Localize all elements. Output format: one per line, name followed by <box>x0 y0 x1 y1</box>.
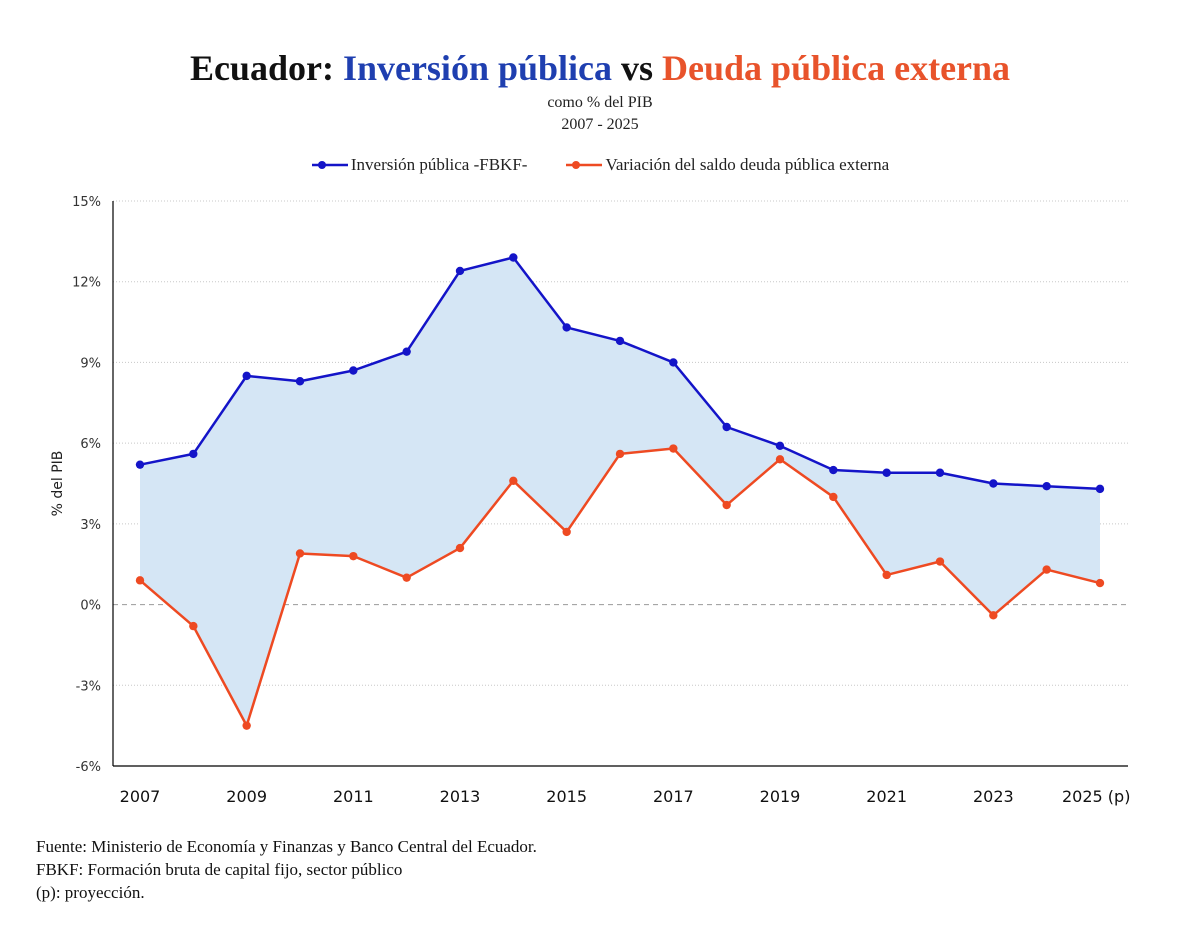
label-layer: 15% 12% 9% 6% 3% 0% -3% -6% 2007 2009 2011 2013 2015… <box>50 195 1130 806</box>
data-point-debt <box>242 721 251 730</box>
data-point-debt <box>402 573 411 582</box>
x-tick-label: 2009 <box>226 787 267 806</box>
legend-swatch-debt <box>566 161 603 169</box>
data-point-investment <box>509 253 518 262</box>
data-point-debt <box>455 543 465 553</box>
data-point-investment <box>722 422 731 432</box>
data-point-debt <box>1095 578 1105 588</box>
fill-layer <box>140 257 1100 726</box>
y-tick-label: 12% <box>72 276 101 291</box>
fill-between-area <box>140 257 1100 726</box>
data-point-debt <box>189 621 198 631</box>
y-tick-label: 15% <box>72 195 101 210</box>
data-point-investment <box>775 441 785 451</box>
data-point-debt <box>562 527 571 537</box>
title-part-investment: Inversión pública <box>342 48 613 88</box>
data-point-debt <box>989 611 998 620</box>
footer-projection-note: (p): proyección. <box>36 883 145 902</box>
data-point-investment <box>829 465 838 475</box>
data-point-investment <box>242 371 251 381</box>
data-point-investment <box>935 468 945 477</box>
y-tick-label: 0% <box>80 599 101 614</box>
data-point-investment <box>135 460 145 469</box>
data-point-debt <box>349 551 358 561</box>
axis-layer <box>112 201 1128 767</box>
y-axis-label: % del PIB <box>50 451 66 517</box>
legend-swatch-investment <box>311 161 348 169</box>
chart-subtitle: como % del PIB <box>547 94 653 111</box>
y-tick-label: -3% <box>76 679 101 694</box>
x-tick-label: 2019 <box>760 787 801 806</box>
chart-legend: Inversión pública -FBKF- Variación del s… <box>0 155 1200 175</box>
y-tick-label: -6% <box>76 760 101 775</box>
chart-period: 2007 - 2025 <box>561 116 639 133</box>
data-point-debt <box>295 549 305 558</box>
footer-source: Fuente: Ministerio de Economía y Finanza… <box>36 837 537 856</box>
data-point-investment <box>295 377 305 386</box>
data-point-debt <box>775 455 785 464</box>
data-point-investment <box>402 347 411 356</box>
data-point-investment <box>455 266 465 276</box>
x-tick-label: 2013 <box>440 787 481 806</box>
x-tick-label: 2021 <box>866 787 907 806</box>
y-tick-label: 6% <box>80 437 101 452</box>
x-tick-label: 2007 <box>120 787 161 806</box>
data-point-investment <box>1042 481 1051 491</box>
data-point-debt <box>829 492 838 502</box>
y-tick-label: 9% <box>80 356 101 371</box>
title-part-country: Ecuador: <box>189 48 343 88</box>
legend-item-investment: Inversión pública -FBKF- <box>311 155 528 175</box>
x-tick-label: 2015 <box>546 787 587 806</box>
data-point-investment <box>1095 484 1105 494</box>
series-layer <box>135 253 1105 730</box>
data-point-investment <box>882 468 891 477</box>
data-point-debt <box>722 500 731 510</box>
x-tick-label: 2017 <box>653 787 694 806</box>
chart-footer: Fuente: Ministerio de Economía y Finanza… <box>36 835 537 904</box>
data-point-investment <box>669 358 678 367</box>
data-point-investment <box>189 449 198 459</box>
x-tick-label: 2025 (p) <box>1062 787 1130 806</box>
data-point-investment <box>349 366 358 375</box>
data-point-debt <box>135 576 145 585</box>
data-point-debt <box>669 444 678 453</box>
title-part-vs: vs <box>612 48 663 88</box>
data-point-debt <box>882 570 891 580</box>
legend-item-debt: Variación del saldo deuda pública extern… <box>565 155 889 175</box>
chart-title: Ecuador: Inversión pública vs Deuda públ… <box>0 44 1200 92</box>
data-point-investment <box>615 336 625 346</box>
data-point-investment <box>562 323 571 332</box>
data-point-debt <box>615 449 625 459</box>
legend-label-debt: Variación del saldo deuda pública extern… <box>605 155 890 174</box>
x-tick-label: 2011 <box>333 787 374 806</box>
data-point-debt <box>1042 565 1051 574</box>
y-tick-label: 3% <box>80 518 101 533</box>
title-part-debt: Deuda pública externa <box>662 48 1011 88</box>
x-tick-label: 2023 <box>973 787 1014 806</box>
data-point-debt <box>935 557 945 566</box>
legend-label-investment: Inversión pública -FBKF- <box>350 155 528 174</box>
data-point-investment <box>989 479 998 488</box>
data-point-debt <box>509 476 518 486</box>
footer-fbkf-note: FBKF: Formación bruta de capital fijo, s… <box>36 860 403 879</box>
